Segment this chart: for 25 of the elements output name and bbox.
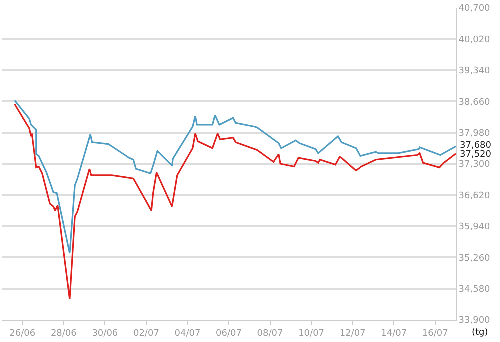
x-tick-label: 28/06 bbox=[50, 328, 78, 339]
y-tick-label: 38,660 bbox=[458, 98, 491, 108]
y-tick-label: 40,700 bbox=[458, 4, 491, 14]
x-tick-label: 10/07 bbox=[298, 328, 325, 339]
y-tick-label: 33,900 bbox=[458, 316, 491, 326]
x-tick-label: 26/06 bbox=[10, 328, 36, 339]
y-tick-label: 39,340 bbox=[458, 66, 491, 77]
x-tick-label: 12/07 bbox=[340, 328, 366, 339]
x-tick-label: 14/07 bbox=[381, 328, 408, 339]
data-label: 37,520 bbox=[460, 150, 492, 160]
x-tick-label: 30/06 bbox=[92, 328, 118, 339]
y-tick-label: 37,300 bbox=[458, 160, 491, 170]
y-tick-label: 35,940 bbox=[458, 222, 491, 233]
x-tick-label: 04/07 bbox=[174, 328, 201, 339]
data-label: 37,680 bbox=[460, 141, 492, 151]
y-tick-label: 37,980 bbox=[458, 128, 491, 139]
y-tick-label: 40,020 bbox=[458, 35, 491, 46]
y-axis-title: (tg) bbox=[472, 328, 488, 338]
x-tick-label: 02/07 bbox=[133, 328, 160, 339]
x-tick-label: 16/07 bbox=[422, 328, 448, 339]
y-tick-label: 36,620 bbox=[458, 191, 491, 202]
y-tick-label: 35,260 bbox=[458, 254, 491, 264]
x-tick-label: 08/07 bbox=[257, 328, 284, 339]
y-tick-label: 34,580 bbox=[458, 284, 491, 295]
x-tick-label: 06/07 bbox=[216, 328, 242, 339]
